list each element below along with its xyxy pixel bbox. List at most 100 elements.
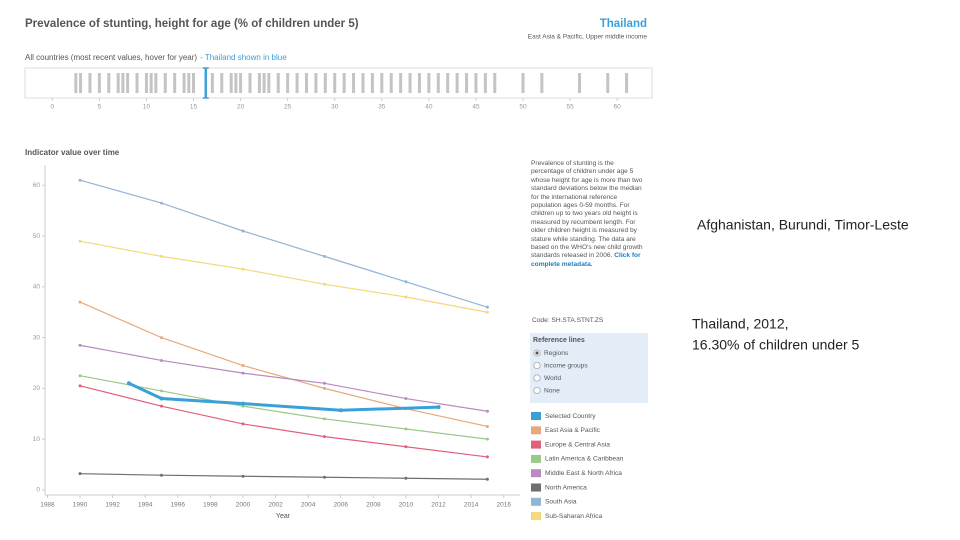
series-point[interactable]: [160, 358, 164, 362]
country-bar[interactable]: [74, 73, 78, 93]
legend-label[interactable]: North America: [545, 484, 587, 491]
series-point[interactable]: [78, 239, 82, 243]
series-point[interactable]: [241, 371, 245, 375]
series-point[interactable]: [322, 435, 326, 439]
highlight-marker[interactable]: [204, 68, 207, 98]
country-bar[interactable]: [149, 73, 153, 93]
series-point[interactable]: [126, 381, 131, 386]
series-point[interactable]: [160, 201, 164, 205]
series-point[interactable]: [485, 455, 489, 459]
country-bar[interactable]: [342, 73, 346, 93]
country-bar[interactable]: [286, 73, 290, 93]
series-point[interactable]: [404, 445, 408, 449]
country-bar[interactable]: [135, 73, 139, 93]
country-bar[interactable]: [121, 73, 125, 93]
series-point[interactable]: [404, 397, 408, 401]
series-point[interactable]: [322, 417, 326, 421]
radio-label[interactable]: None: [544, 387, 560, 394]
country-bar[interactable]: [436, 73, 440, 93]
legend-label[interactable]: Latin America & Caribbean: [545, 456, 624, 463]
series-point[interactable]: [322, 381, 326, 385]
country-bar[interactable]: [276, 73, 280, 93]
country-bar[interactable]: [295, 73, 299, 93]
country-bar[interactable]: [370, 73, 374, 93]
country-bar[interactable]: [389, 73, 393, 93]
series-point[interactable]: [241, 422, 245, 426]
series-point[interactable]: [485, 424, 489, 428]
country-bar[interactable]: [79, 73, 83, 93]
country-bar[interactable]: [323, 73, 327, 93]
country-bar[interactable]: [239, 73, 243, 93]
series-point[interactable]: [322, 282, 326, 286]
country-bar[interactable]: [474, 73, 478, 93]
series-point[interactable]: [78, 472, 82, 476]
series-point[interactable]: [159, 396, 164, 401]
country-bar[interactable]: [192, 73, 196, 93]
country-bar[interactable]: [606, 73, 610, 93]
country-bar[interactable]: [220, 73, 224, 93]
series-point[interactable]: [241, 267, 245, 271]
series-point[interactable]: [485, 409, 489, 413]
series-point[interactable]: [241, 364, 245, 368]
country-bar[interactable]: [248, 73, 252, 93]
series-point[interactable]: [404, 476, 408, 480]
legend-label[interactable]: Europe & Central Asia: [545, 441, 610, 448]
country-bar[interactable]: [257, 73, 261, 93]
series-point[interactable]: [240, 401, 245, 406]
country-bar[interactable]: [333, 73, 337, 93]
series-point[interactable]: [78, 343, 82, 347]
legend-label[interactable]: Sub-Saharan Africa: [545, 513, 603, 520]
country-bar[interactable]: [182, 73, 186, 93]
country-bar[interactable]: [455, 73, 459, 93]
country-bar[interactable]: [493, 73, 497, 93]
series-point[interactable]: [322, 254, 326, 258]
series-point[interactable]: [78, 178, 82, 182]
series-point[interactable]: [160, 404, 164, 408]
country-bar[interactable]: [578, 73, 582, 93]
radio-button[interactable]: [533, 386, 541, 395]
country-bar[interactable]: [187, 73, 191, 93]
country-bar[interactable]: [107, 73, 111, 93]
country-bar[interactable]: [380, 73, 384, 93]
country-bar[interactable]: [173, 73, 177, 93]
country-bar[interactable]: [521, 73, 525, 93]
series-point[interactable]: [241, 229, 245, 233]
country-bar[interactable]: [446, 73, 450, 93]
country-bar[interactable]: [126, 73, 130, 93]
country-bar[interactable]: [417, 73, 421, 93]
series-point[interactable]: [338, 408, 343, 413]
country-bar[interactable]: [314, 73, 318, 93]
series-point[interactable]: [404, 295, 408, 299]
country-bar[interactable]: [88, 73, 92, 93]
country-bar[interactable]: [399, 73, 403, 93]
legend-label[interactable]: East Asia & Pacific: [545, 427, 601, 434]
country-bar[interactable]: [154, 73, 158, 93]
series-point[interactable]: [485, 437, 489, 441]
radio-label[interactable]: Regions: [544, 350, 569, 357]
country-bar[interactable]: [540, 73, 544, 93]
series-point[interactable]: [404, 280, 408, 284]
series-point[interactable]: [78, 374, 82, 378]
series-point[interactable]: [160, 473, 164, 477]
country-bar[interactable]: [304, 73, 308, 93]
series-point[interactable]: [160, 254, 164, 258]
series-point[interactable]: [241, 474, 245, 478]
series-point[interactable]: [160, 336, 164, 340]
country-bar[interactable]: [144, 73, 148, 93]
series-point[interactable]: [485, 310, 489, 314]
series-point[interactable]: [322, 386, 326, 390]
radio-button[interactable]: [533, 361, 541, 370]
series-point[interactable]: [78, 384, 82, 388]
country-bar[interactable]: [163, 73, 167, 93]
country-bar[interactable]: [483, 73, 487, 93]
radio-button[interactable]: [533, 374, 541, 382]
country-bar[interactable]: [352, 73, 356, 93]
series-point[interactable]: [485, 477, 489, 481]
country-bar[interactable]: [229, 73, 233, 93]
country-bar[interactable]: [234, 73, 238, 93]
series-point[interactable]: [160, 389, 164, 393]
legend-label[interactable]: Selected Country: [545, 413, 596, 420]
country-bar[interactable]: [97, 73, 101, 93]
country-bar[interactable]: [427, 73, 431, 93]
series-point[interactable]: [485, 305, 489, 309]
